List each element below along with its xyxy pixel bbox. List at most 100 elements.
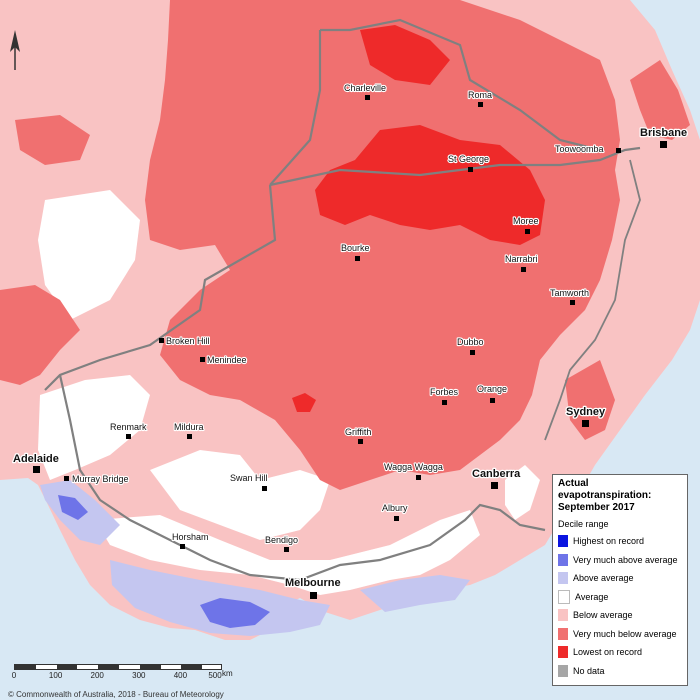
place-label: Broken Hill [166,336,210,346]
legend-item-highest: Highest on record [558,532,682,551]
legend-subtitle: September 2017 [558,502,635,513]
state-border-coast [544,159,641,441]
above-average-region-3 [360,575,470,612]
town-marker [616,148,621,153]
place-label: Adelaide [13,453,59,465]
place-bourke: Bourke [340,242,371,261]
place-broken-hill: Broken Hill [159,335,211,347]
very-much-below-average-west [0,285,80,385]
place-menindee: Menindee [200,354,248,366]
place-label: Melbourne [285,577,341,589]
state-border-qld-west [269,30,322,186]
very-much-above-average-patch-1 [200,598,270,628]
place-label: St George [448,154,489,164]
place-label: Charleville [344,83,386,93]
place-label: Tamworth [550,288,589,298]
legend-item-label: No data [573,665,605,676]
legend-item-label: Very much above average [573,554,678,565]
town-marker [284,547,289,552]
place-label: Forbes [430,387,459,397]
scale-tick-label: 300 [132,671,146,680]
place-forbes: Forbes [429,386,460,405]
town-marker [470,350,475,355]
legend-swatch [558,535,568,548]
place-orange: Orange [476,383,508,403]
legend-item-very-much-above: Very much above average [558,551,682,570]
town-marker [187,434,192,439]
place-charleville: Charleville [343,82,387,100]
legend-item-below: Below average [558,606,682,625]
city-marker [310,592,317,599]
legend-swatch [558,627,568,640]
town-marker [126,434,131,439]
very-much-below-average-ne [630,60,690,140]
legend-swatch [558,664,568,677]
place-label: Bourke [341,243,370,253]
state-border-qld-north [320,18,601,152]
town-marker [442,400,447,405]
town-marker [355,256,360,261]
place-label: Brisbane [640,127,687,139]
city-marker [33,466,40,473]
legend-item-very-much-below: Very much below average [558,625,682,644]
legend-item-lowest: Lowest on record [558,643,682,662]
town-marker [358,439,363,444]
town-marker [570,300,575,305]
very-much-below-average-nw [15,115,90,165]
town-marker [394,516,399,521]
place-wagga-wagga: Wagga Wagga [383,461,444,480]
north-arrow-icon [10,30,20,70]
place-horsham: Horsham [171,531,210,549]
copyright-notice: © Commonwealth of Australia, 2018 - Bure… [8,690,224,699]
place-toowoomba: Toowoomba [554,143,621,155]
lowest-on-record-north [360,25,450,85]
place-adelaide: Adelaide [12,452,60,473]
scale-tick-label: 400 [173,671,188,680]
place-albury: Albury [381,502,409,521]
legend-item-average: Average [558,588,682,607]
legend-swatch [558,646,568,659]
lowest-on-record-patch [292,393,316,412]
town-marker [416,475,421,480]
place-melbourne: Melbourne [284,576,342,599]
place-canberra: Canberra [471,467,522,489]
place-moree: Moree [512,215,540,234]
legend-item-no-data: No data [558,662,682,681]
place-label: Roma [468,90,492,100]
legend-item-label: Lowest on record [573,647,643,658]
city-marker [582,420,589,427]
place-murray-bridge: Murray Bridge [64,473,130,485]
place-label: Menindee [207,355,247,365]
town-marker [262,486,267,491]
scale-tick-label: 500 [208,671,222,680]
place-renmark: Renmark [109,421,148,439]
place-label: Murray Bridge [72,474,129,484]
place-st-george: St George [447,153,490,172]
place-label: Sydney [566,406,606,418]
legend-items: Highest on record Very much above averag… [558,532,682,680]
legend-item-label: Below average [573,610,633,621]
legend-swatch [558,609,568,622]
town-marker [521,267,526,272]
average-region-vic-north [150,450,330,540]
place-label: Albury [382,503,408,513]
scale-tick-label: 0 [11,671,17,680]
lowest-on-record-region [315,125,545,245]
legend-item-label: Very much below average [573,628,677,639]
city-marker [491,482,498,489]
very-much-below-average-east [565,360,615,440]
place-label: Canberra [472,468,521,480]
place-bendigo: Bendigo [264,534,299,552]
scale-tick-label: 200 [90,671,104,680]
town-marker [159,338,164,343]
legend-swatch [558,572,568,585]
town-marker [64,476,69,481]
place-dubbo: Dubbo [456,336,485,355]
town-marker [525,229,530,234]
place-narrabri: Narrabri [504,253,539,272]
place-label: Renmark [110,422,147,432]
legend-item-above: Above average [558,569,682,588]
place-label: Horsham [172,532,209,542]
